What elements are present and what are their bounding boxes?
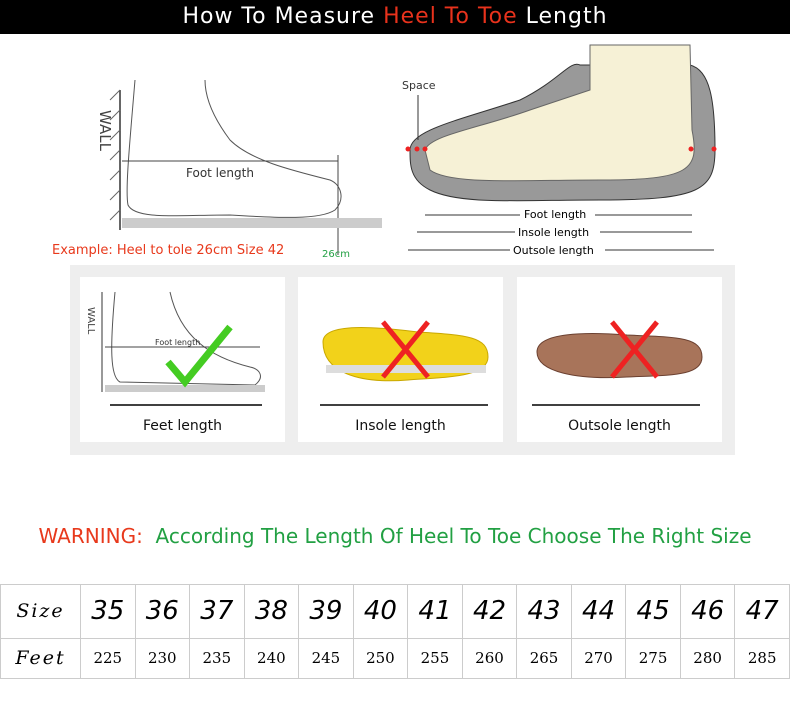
cross-icon — [381, 320, 430, 379]
space-label: Space — [402, 79, 436, 92]
size-cell: 47 — [734, 584, 790, 639]
size-table: Size 35 36 37 38 39 40 41 42 43 44 45 46 47 Feet 225 23… — [0, 584, 790, 680]
feet-cell: 245 — [298, 637, 354, 680]
title-highlight: Heel To Toe — [383, 4, 518, 29]
feet-cell: 235 — [189, 637, 245, 680]
card-outsole-length: Outsole length — [517, 277, 722, 442]
size-cell: 43 — [516, 584, 572, 639]
foot-length-label: Foot length — [524, 208, 586, 221]
feet-cell: 240 — [243, 637, 300, 680]
outsole-length-label: Outsole length — [513, 244, 594, 257]
size-cell: 42 — [461, 584, 518, 639]
row-label: Size — [0, 584, 81, 639]
feet-row: Feet 225 230 235 240 245 250 255 260 265 270 275 280… — [0, 637, 790, 680]
title-text: How To Measure — [182, 4, 384, 29]
size-cell: 35 — [80, 584, 136, 639]
size-cell: 37 — [189, 584, 245, 639]
title-text-end: Length — [517, 4, 608, 29]
card-label: Outsole length — [568, 418, 671, 434]
card-label: Feet length — [142, 418, 223, 434]
foot-length-label: Foot length — [186, 166, 254, 180]
size-row: Size 35 36 37 38 39 40 41 42 43 44 45 46 47 — [0, 584, 790, 639]
wall-label: WALL — [85, 307, 96, 335]
size-cell: 44 — [570, 584, 627, 639]
warning-text: WARNING: According The Length Of Heel To… — [0, 524, 790, 548]
warning-prefix: WARNING: — [38, 524, 143, 548]
feet-cell: 250 — [352, 637, 409, 680]
row-label: Feet — [0, 637, 81, 680]
26cm-mark: 26cm — [322, 249, 350, 260]
insole-length-label: Insole length — [518, 226, 589, 239]
size-cell: 41 — [407, 584, 463, 639]
insole-illustration — [320, 320, 489, 406]
outsole-illustration — [532, 320, 703, 406]
size-cell: 36 — [134, 584, 191, 639]
example-text: Example: Heel to tole 26cm Size 42 — [52, 243, 285, 258]
feet-cell: 280 — [679, 637, 736, 680]
feet-measure-illustration: WALL Foot length — [85, 291, 265, 406]
size-cell: 40 — [352, 584, 409, 639]
size-cell: 46 — [679, 584, 736, 639]
size-cell: 39 — [298, 584, 354, 639]
shoe-cross-section-diagram: Space Foot length Insole length Outsole … — [402, 44, 717, 257]
feet-cell: 260 — [461, 637, 518, 680]
card-insole-length: Insole length — [298, 277, 503, 442]
warning-message: According The Length Of Heel To Toe Choo… — [155, 524, 752, 548]
feet-cell: 265 — [516, 637, 572, 680]
feet-cell: 285 — [734, 637, 790, 680]
wall-label: WALL — [96, 110, 114, 152]
feet-cell: 255 — [407, 637, 463, 680]
feet-cell: 230 — [134, 637, 191, 680]
method-comparison-panel: WALL Foot length Feet length Insole leng… — [70, 265, 735, 455]
feet-cell: 270 — [570, 637, 627, 680]
feet-cell: 275 — [625, 637, 681, 680]
card-label: Insole length — [355, 418, 446, 434]
check-icon — [165, 324, 233, 388]
card-feet-length: WALL Foot length Feet length — [80, 277, 285, 442]
feet-cell: 225 — [80, 637, 136, 680]
cross-icon — [610, 320, 659, 379]
size-cell: 38 — [243, 584, 300, 639]
size-cell: 45 — [625, 584, 681, 639]
foot-length-label: Foot length — [155, 338, 200, 347]
title-banner: How To Measure Heel To Toe Length — [0, 0, 790, 34]
wall-foot-diagram: WALL Foot length — [96, 79, 382, 255]
